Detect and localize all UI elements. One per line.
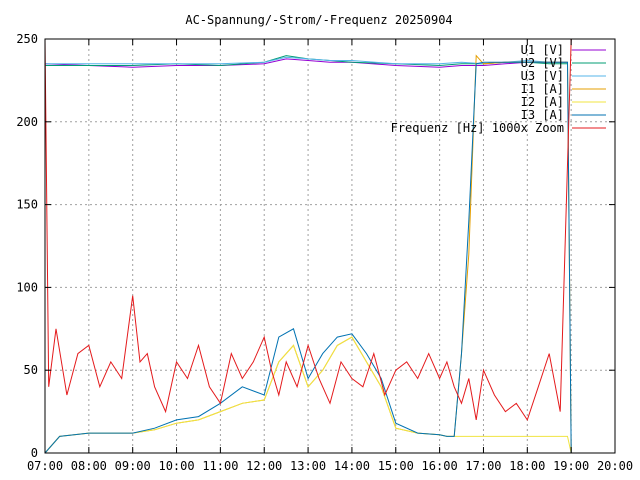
x-tick-label: 09:00 xyxy=(115,459,151,473)
x-tick-label: 20:00 xyxy=(597,459,633,473)
chart-title: AC-Spannung/-Strom/-Frequenz 20250904 xyxy=(185,13,452,27)
y-tick-label: 150 xyxy=(16,198,38,212)
y-tick-label: 200 xyxy=(16,115,38,129)
series-line-1 xyxy=(44,58,568,68)
series-line-6 xyxy=(44,61,572,454)
legend-label: U3 [V] xyxy=(521,69,564,83)
legend: U1 [V]U2 [V]U3 [V]I1 [A]I2 [A]I3 [A]Freq… xyxy=(391,43,606,135)
x-tick-label: 08:00 xyxy=(71,459,107,473)
grid xyxy=(45,39,615,453)
x-tick-label: 10:00 xyxy=(158,459,194,473)
x-tick-label: 07:00 xyxy=(27,459,63,473)
y-tick-label: 50 xyxy=(24,363,38,377)
legend-label: I3 [A] xyxy=(521,108,564,122)
plot-frame xyxy=(44,38,616,454)
series-line-5 xyxy=(44,336,572,454)
y-tick-label: 250 xyxy=(16,32,38,46)
legend-label: I2 [A] xyxy=(521,95,564,109)
y-tick-label: 100 xyxy=(16,280,38,294)
x-tick-label: 19:00 xyxy=(553,459,589,473)
series-group xyxy=(44,38,572,454)
x-tick-label: 11:00 xyxy=(202,459,238,473)
x-tick-label: 13:00 xyxy=(290,459,326,473)
x-tick-label: 15:00 xyxy=(378,459,414,473)
x-tick-label: 12:00 xyxy=(246,459,282,473)
legend-label: U2 [V] xyxy=(521,56,564,70)
axes: 0 50 100 150 200 250 07:00 08:00 09:00 10:00 11:00… xyxy=(16,32,633,473)
legend-label: Frequenz [Hz] 1000x Zoom xyxy=(391,121,564,135)
x-tick-label: 17:00 xyxy=(465,459,501,473)
y-tick-label: 0 xyxy=(31,446,38,460)
x-tick-label: 14:00 xyxy=(334,459,370,473)
x-tick-label: 16:00 xyxy=(422,459,458,473)
legend-label: U1 [V] xyxy=(521,43,564,57)
x-tick-label: 18:00 xyxy=(509,459,545,473)
legend-label: I1 [A] xyxy=(521,82,564,96)
series-line-7 xyxy=(44,38,572,422)
